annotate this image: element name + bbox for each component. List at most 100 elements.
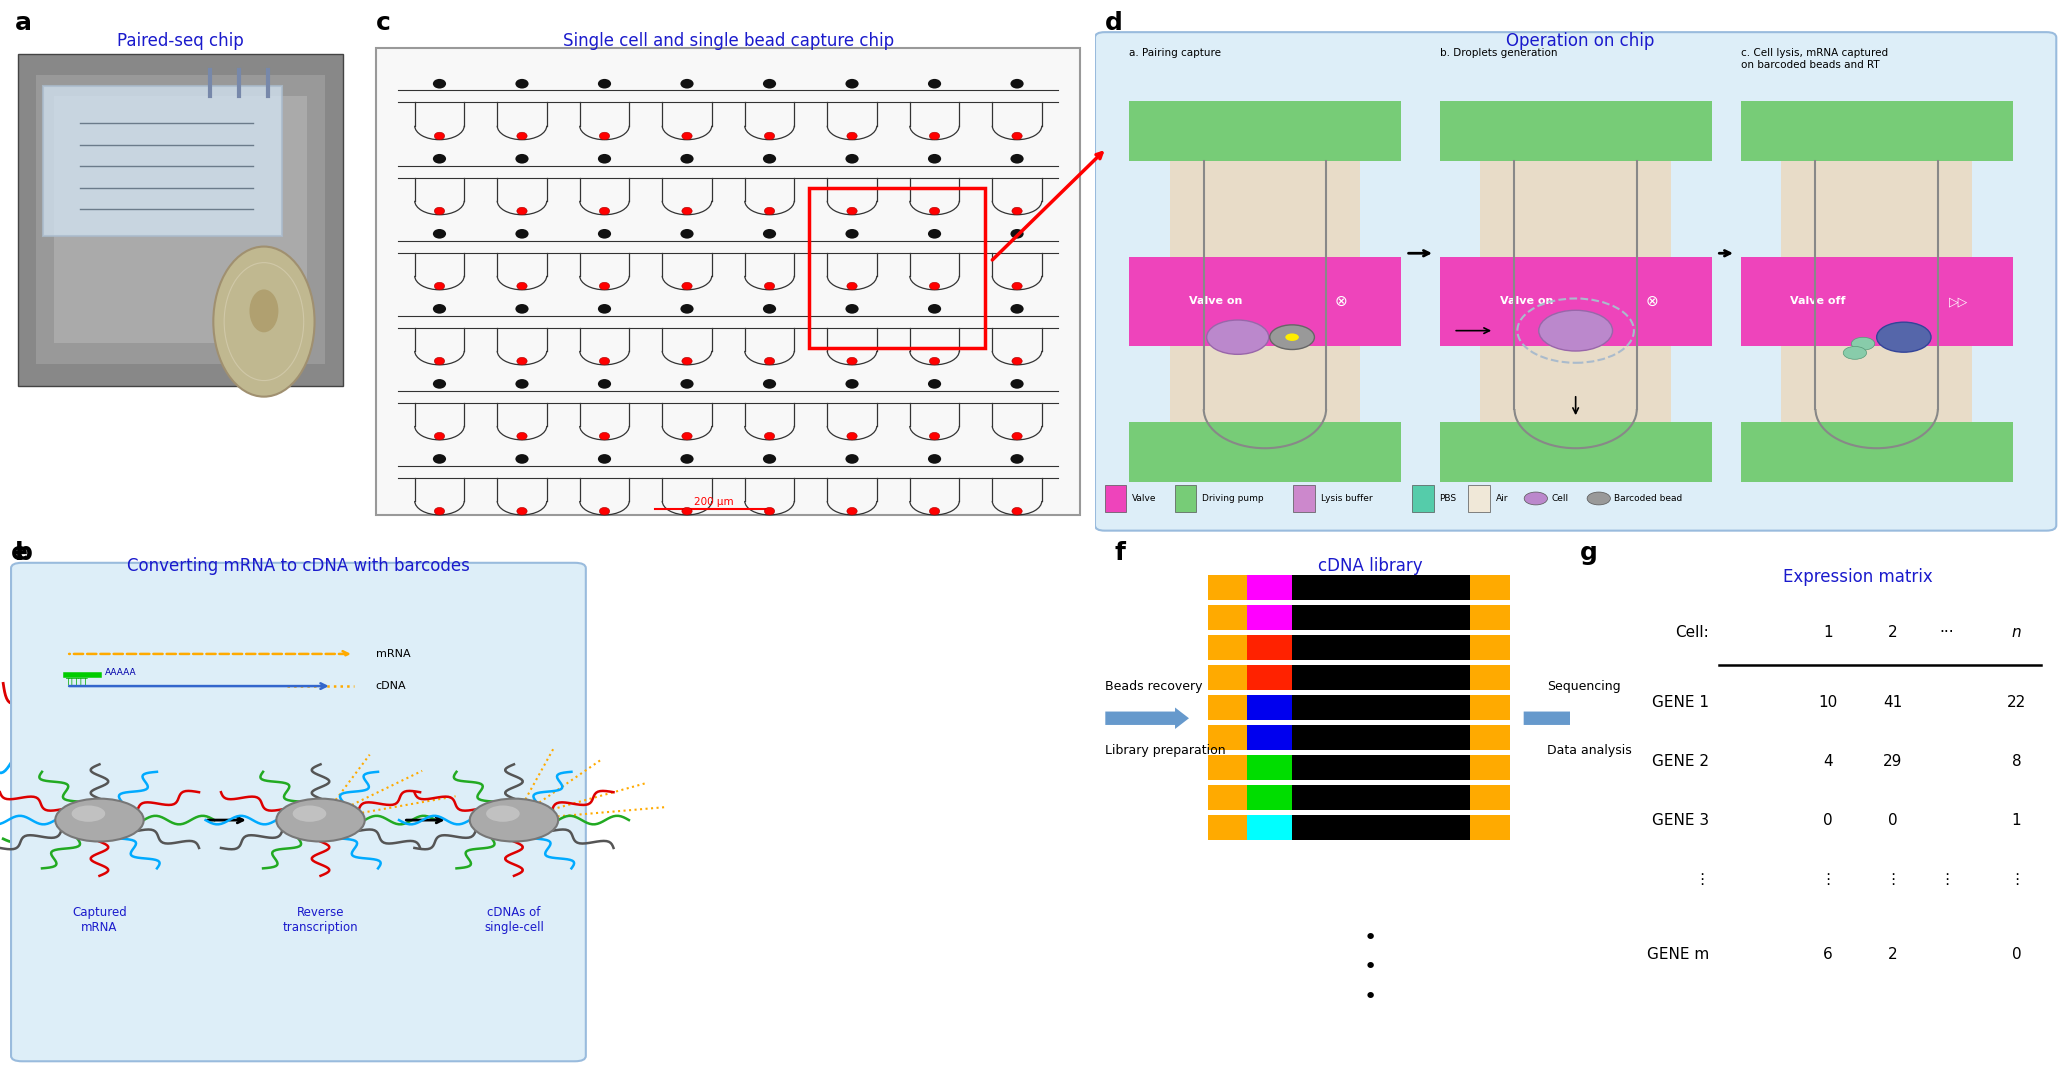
Bar: [1742, 101, 2012, 161]
Bar: [1471, 635, 1510, 660]
Bar: [1471, 575, 1510, 600]
Circle shape: [516, 282, 527, 289]
Bar: [1248, 635, 1291, 660]
Text: 8: 8: [2012, 754, 2021, 769]
Text: •: •: [1364, 928, 1376, 948]
Bar: [1209, 725, 1510, 750]
Text: ⊗: ⊗: [1645, 294, 1659, 309]
Circle shape: [845, 154, 859, 164]
Bar: [1128, 257, 1401, 345]
Circle shape: [599, 357, 609, 364]
Text: Converting mRNA to cDNA with barcodes: Converting mRNA to cDNA with barcodes: [126, 557, 469, 576]
Bar: [35, 75, 324, 364]
Polygon shape: [43, 86, 281, 236]
Text: GENE m: GENE m: [1647, 947, 1709, 962]
Circle shape: [72, 724, 97, 761]
Text: ⋮: ⋮: [1884, 872, 1901, 887]
Text: Driving pump: Driving pump: [1202, 494, 1264, 503]
Circle shape: [434, 379, 446, 389]
Bar: [1209, 785, 1248, 810]
Text: Air: Air: [1496, 494, 1508, 503]
Circle shape: [764, 207, 775, 214]
Circle shape: [469, 799, 558, 842]
Circle shape: [1010, 229, 1023, 239]
Bar: [1471, 785, 1510, 810]
Text: AAAAA: AAAAA: [105, 668, 136, 678]
Bar: [810, 188, 985, 348]
Circle shape: [1010, 304, 1023, 314]
Text: ⋮: ⋮: [1694, 872, 1709, 887]
Circle shape: [682, 357, 692, 364]
Circle shape: [762, 229, 777, 239]
Circle shape: [599, 507, 609, 515]
Text: g: g: [1580, 541, 1597, 565]
Circle shape: [1539, 310, 1614, 351]
Circle shape: [1012, 207, 1023, 214]
Text: e: e: [10, 541, 29, 565]
Text: b. Droplets generation: b. Droplets generation: [1440, 48, 1558, 58]
Circle shape: [434, 154, 446, 164]
Circle shape: [928, 455, 942, 464]
Text: cDNA: cDNA: [376, 681, 407, 691]
Bar: [1209, 695, 1510, 720]
Circle shape: [599, 282, 609, 289]
Circle shape: [434, 132, 444, 139]
Text: ⋮: ⋮: [2008, 872, 2025, 887]
Text: 41: 41: [1882, 695, 1903, 710]
Circle shape: [928, 379, 942, 389]
Circle shape: [434, 507, 444, 515]
Circle shape: [1271, 325, 1314, 349]
Circle shape: [516, 357, 527, 364]
Circle shape: [930, 357, 940, 364]
Text: c. Cell lysis, mRNA captured
on barcoded beads and RT: c. Cell lysis, mRNA captured on barcoded…: [1742, 48, 1888, 70]
Circle shape: [597, 455, 612, 464]
Circle shape: [514, 154, 529, 164]
Circle shape: [1010, 379, 1023, 389]
Text: Cell label: Cell label: [217, 761, 269, 772]
Circle shape: [682, 432, 692, 440]
Text: Cell:: Cell:: [1676, 625, 1709, 640]
Circle shape: [1012, 357, 1023, 364]
Circle shape: [1010, 154, 1023, 164]
Bar: [1209, 755, 1248, 780]
Circle shape: [682, 507, 692, 515]
Circle shape: [764, 357, 775, 364]
Circle shape: [434, 304, 446, 314]
Text: a: a: [14, 11, 31, 34]
Circle shape: [514, 455, 529, 464]
Circle shape: [930, 207, 940, 214]
Circle shape: [1012, 132, 1023, 139]
Text: 4: 4: [1822, 754, 1833, 769]
Text: cDNAs of
single-cell: cDNAs of single-cell: [483, 906, 543, 934]
Text: Expression matrix: Expression matrix: [1783, 568, 1932, 586]
Circle shape: [847, 432, 857, 440]
Text: 22: 22: [2006, 695, 2027, 710]
Text: PBS: PBS: [1440, 494, 1457, 503]
Text: •: •: [1364, 987, 1376, 1007]
Bar: [1209, 815, 1510, 840]
Text: ⋮: ⋮: [1940, 872, 1954, 887]
Circle shape: [680, 455, 694, 464]
Circle shape: [1207, 321, 1269, 355]
Circle shape: [930, 282, 940, 289]
Text: 6: 6: [1822, 947, 1833, 962]
Circle shape: [514, 379, 529, 389]
Text: Barcoded bead: Barcoded bead: [1614, 494, 1682, 503]
Circle shape: [764, 432, 775, 440]
Text: ⋮: ⋮: [1820, 872, 1835, 887]
Circle shape: [762, 154, 777, 164]
Text: mRNA capture poly-(dT)₃₀: mRNA capture poly-(dT)₃₀: [217, 622, 359, 632]
Bar: [1209, 755, 1510, 780]
Circle shape: [845, 379, 859, 389]
Circle shape: [847, 507, 857, 515]
Text: 2: 2: [1888, 947, 1897, 962]
Circle shape: [1010, 455, 1023, 464]
Text: 0: 0: [2012, 947, 2021, 962]
Text: mRNA: mRNA: [376, 649, 411, 659]
Circle shape: [72, 805, 105, 822]
Text: 0: 0: [1822, 813, 1833, 828]
Circle shape: [516, 207, 527, 214]
Circle shape: [434, 229, 446, 239]
Bar: [1209, 665, 1510, 690]
Circle shape: [1012, 282, 1023, 289]
